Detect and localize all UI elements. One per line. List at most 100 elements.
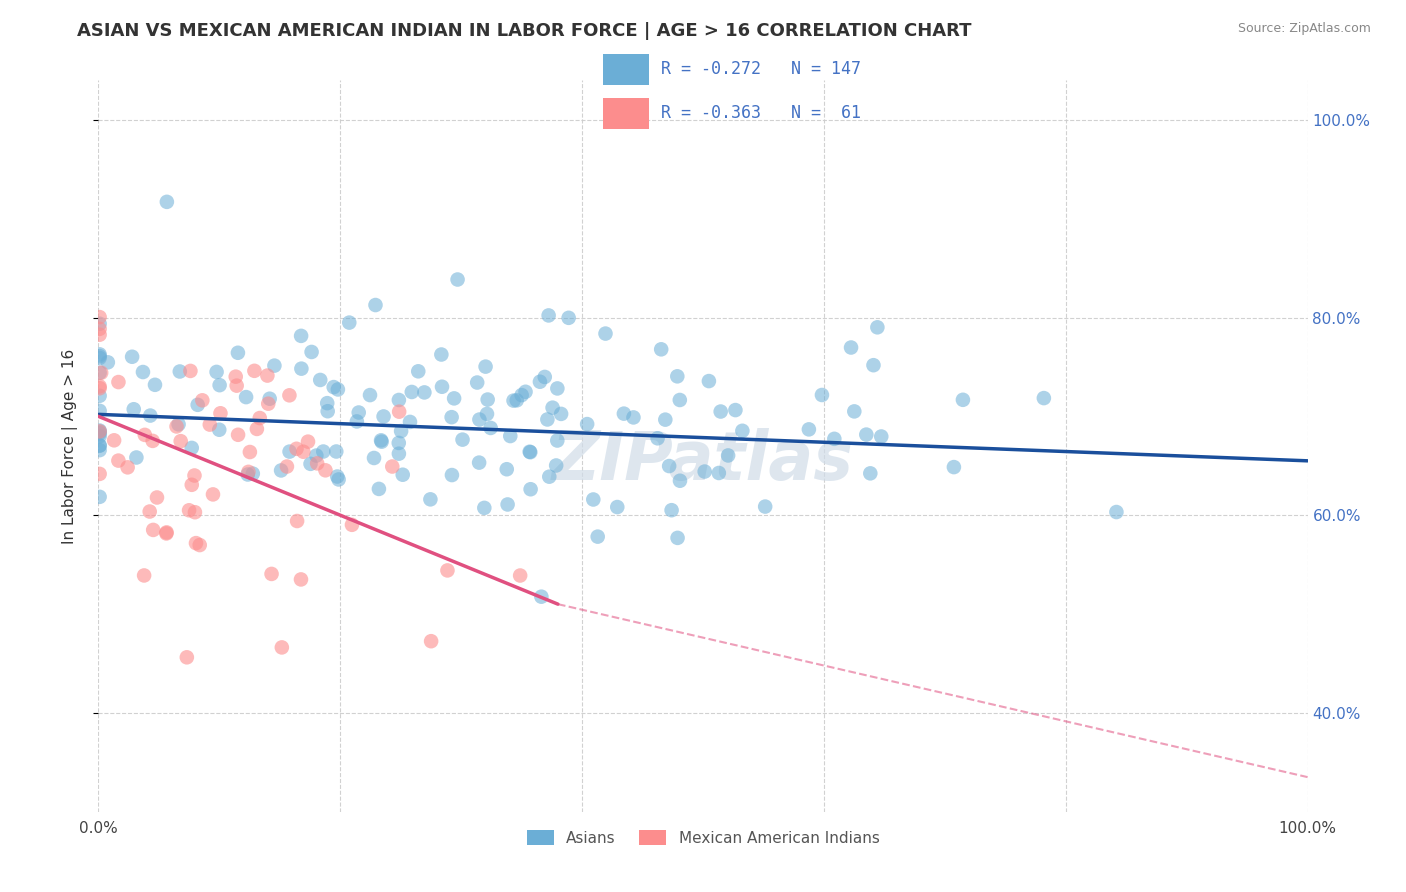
- Point: [89, 443, 111, 458]
- Point: [90, 366, 112, 380]
- Point: [89, 425, 111, 439]
- Point: [184, 536, 207, 550]
- Point: [1105, 505, 1128, 519]
- Point: [89, 439, 111, 453]
- Point: [419, 492, 441, 507]
- Point: [436, 563, 458, 577]
- Point: [187, 398, 209, 412]
- Point: [443, 392, 465, 406]
- Point: [316, 404, 339, 418]
- Point: [844, 404, 866, 418]
- Point: [440, 468, 463, 483]
- Point: [496, 498, 519, 512]
- Point: [167, 417, 190, 432]
- Point: [176, 650, 198, 665]
- Point: [606, 500, 628, 514]
- Point: [495, 462, 517, 476]
- Text: R = -0.363   N =  61: R = -0.363 N = 61: [661, 104, 860, 122]
- Point: [170, 434, 193, 449]
- Point: [446, 272, 468, 286]
- Point: [515, 384, 537, 399]
- Point: [285, 514, 308, 528]
- Point: [155, 525, 177, 540]
- Point: [479, 421, 502, 435]
- Point: [238, 465, 260, 479]
- Point: [546, 381, 568, 395]
- Point: [183, 468, 205, 483]
- Point: [388, 392, 411, 407]
- Point: [613, 407, 636, 421]
- Point: [89, 317, 111, 331]
- Point: [465, 376, 488, 390]
- Point: [134, 568, 156, 582]
- Point: [530, 590, 553, 604]
- Point: [242, 467, 264, 481]
- Point: [537, 309, 560, 323]
- Point: [180, 477, 202, 491]
- Point: [107, 375, 129, 389]
- Point: [499, 429, 522, 443]
- Point: [198, 417, 221, 432]
- Point: [536, 412, 558, 426]
- Point: [754, 500, 776, 514]
- Point: [169, 364, 191, 378]
- Point: [472, 500, 495, 515]
- Point: [246, 422, 269, 436]
- Point: [89, 404, 111, 418]
- Point: [278, 444, 301, 458]
- Point: [89, 379, 111, 393]
- Point: [666, 531, 689, 545]
- Point: [142, 434, 165, 448]
- Point: [952, 392, 974, 407]
- Point: [290, 361, 312, 376]
- Point: [811, 388, 834, 402]
- Point: [647, 431, 669, 445]
- Point: [550, 407, 572, 421]
- Point: [693, 465, 716, 479]
- Point: [859, 467, 882, 481]
- Point: [346, 414, 368, 428]
- Point: [89, 438, 111, 452]
- Point: [506, 393, 529, 408]
- Point: [177, 503, 200, 517]
- Point: [546, 458, 568, 473]
- Point: [97, 355, 120, 369]
- Text: ZIPatlas: ZIPatlas: [553, 427, 853, 493]
- Point: [107, 453, 129, 467]
- Point: [142, 523, 165, 537]
- Point: [285, 442, 308, 456]
- Point: [440, 410, 463, 425]
- Point: [650, 343, 672, 357]
- Point: [146, 491, 169, 505]
- Point: [862, 358, 884, 372]
- Point: [474, 359, 496, 374]
- Point: [388, 405, 411, 419]
- Point: [89, 426, 111, 441]
- Point: [290, 329, 312, 343]
- Point: [519, 482, 541, 496]
- Point: [249, 411, 271, 425]
- Point: [519, 445, 541, 459]
- Point: [208, 423, 231, 437]
- Point: [134, 428, 156, 442]
- Point: [263, 359, 285, 373]
- Point: [538, 469, 561, 483]
- Point: [797, 422, 820, 436]
- Point: [669, 474, 692, 488]
- Point: [260, 566, 283, 581]
- Point: [89, 347, 111, 361]
- Point: [239, 445, 262, 459]
- Point: [370, 434, 392, 449]
- Point: [413, 385, 436, 400]
- Point: [121, 350, 143, 364]
- Point: [509, 568, 531, 582]
- Point: [658, 458, 681, 473]
- Point: [661, 503, 683, 517]
- Point: [278, 388, 301, 402]
- Point: [582, 492, 605, 507]
- Point: [292, 444, 315, 458]
- Point: [326, 383, 349, 397]
- Point: [430, 380, 453, 394]
- Bar: [603, 98, 648, 129]
- Point: [717, 449, 740, 463]
